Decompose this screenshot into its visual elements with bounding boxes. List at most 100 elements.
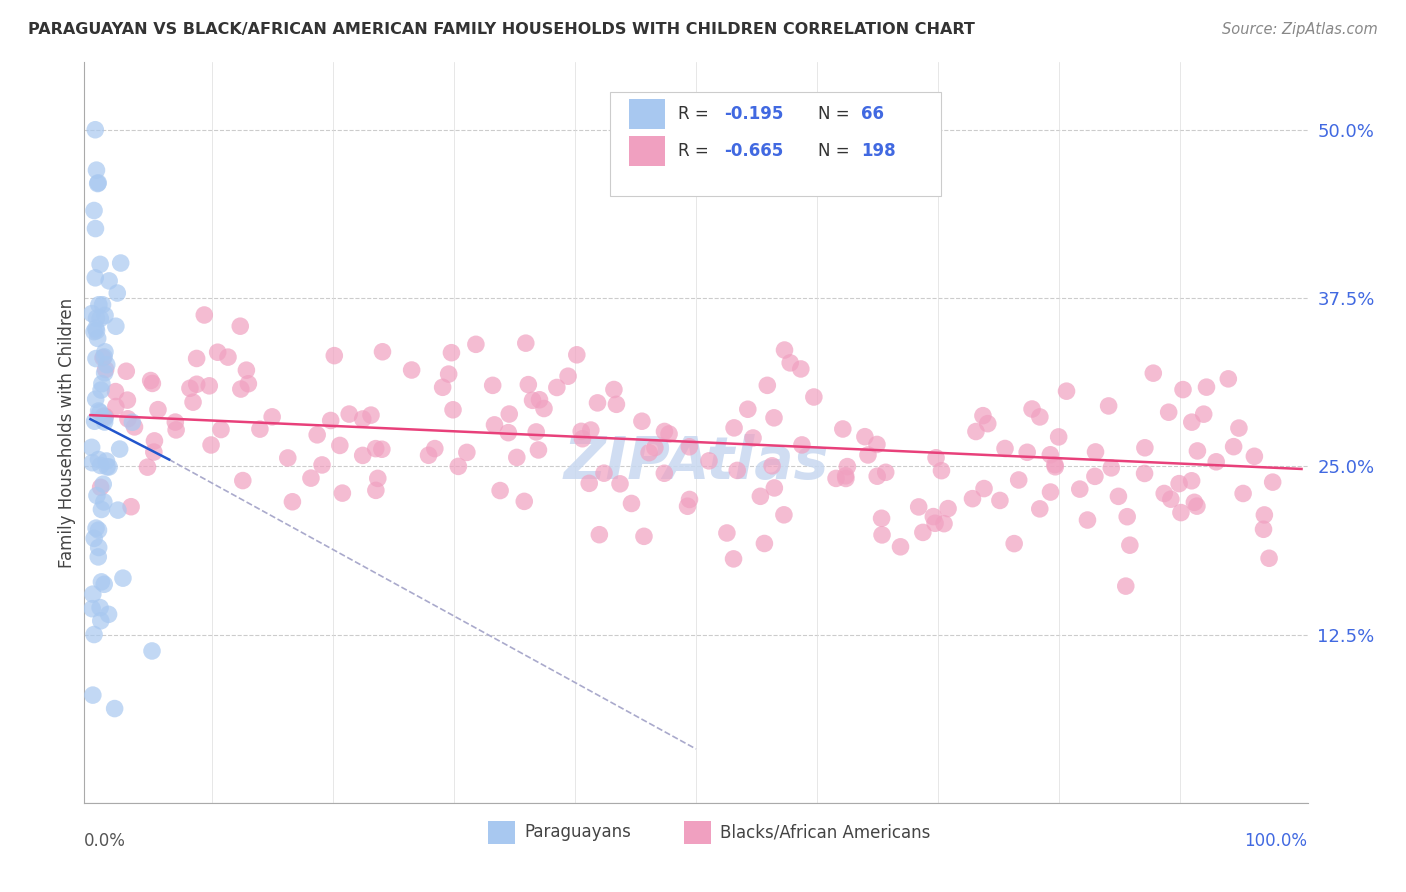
Point	[94, 409, 117, 424]
Point	[141, 376, 163, 391]
Point	[723, 552, 745, 566]
Point	[97, 607, 120, 622]
Point	[756, 378, 779, 392]
Point	[911, 525, 934, 540]
Point	[323, 349, 346, 363]
Point	[762, 410, 785, 425]
Text: Blacks/African Americans: Blacks/African Americans	[720, 823, 931, 841]
Point	[181, 395, 204, 409]
Text: 0.0%: 0.0%	[84, 832, 127, 850]
Text: 66: 66	[860, 105, 884, 123]
Point	[299, 471, 322, 485]
Point	[853, 430, 876, 444]
Point	[1227, 421, 1250, 435]
Text: R =: R =	[678, 143, 714, 161]
Point	[586, 396, 609, 410]
Point	[1002, 536, 1025, 550]
Point	[90, 574, 112, 589]
Point	[593, 466, 616, 480]
Point	[83, 203, 105, 218]
Point	[96, 358, 118, 372]
Point	[633, 529, 655, 543]
Point	[790, 438, 813, 452]
Point	[136, 460, 159, 475]
Point	[716, 526, 738, 541]
Point	[432, 380, 454, 394]
Point	[831, 422, 853, 436]
Point	[146, 402, 169, 417]
Point	[86, 331, 108, 345]
Point	[89, 257, 111, 271]
Point	[1181, 415, 1204, 429]
Text: ZIPAtlas: ZIPAtlas	[564, 434, 828, 491]
Point	[1170, 506, 1192, 520]
Point	[86, 311, 108, 326]
FancyBboxPatch shape	[610, 92, 941, 195]
Point	[557, 369, 579, 384]
Point	[973, 482, 995, 496]
Point	[94, 362, 117, 376]
Point	[1205, 455, 1227, 469]
Text: 100.0%: 100.0%	[1244, 832, 1308, 850]
Point	[522, 393, 544, 408]
Point	[1084, 445, 1107, 459]
Point	[249, 422, 271, 436]
Point	[578, 476, 600, 491]
Point	[141, 644, 163, 658]
Point	[1153, 486, 1175, 500]
Point	[93, 415, 115, 429]
Point	[481, 378, 503, 392]
Point	[441, 402, 464, 417]
Point	[84, 221, 107, 235]
Point	[82, 456, 104, 470]
Point	[83, 627, 105, 641]
Point	[1076, 513, 1098, 527]
Point	[87, 452, 110, 467]
Point	[1043, 458, 1066, 472]
Point	[515, 336, 537, 351]
Point	[605, 397, 627, 411]
Point	[360, 408, 382, 422]
Point	[104, 701, 127, 715]
Point	[117, 393, 139, 408]
Point	[579, 423, 602, 437]
Point	[90, 458, 112, 473]
Point	[418, 448, 440, 462]
Point	[179, 381, 201, 395]
Point	[307, 427, 329, 442]
Point	[1168, 476, 1191, 491]
Point	[165, 415, 187, 429]
Point	[83, 532, 105, 546]
Point	[437, 367, 460, 381]
Point	[115, 364, 138, 378]
Point	[620, 496, 643, 510]
Point	[104, 319, 127, 334]
Point	[93, 577, 115, 591]
Point	[111, 571, 134, 585]
Point	[235, 363, 257, 377]
Point	[1039, 485, 1062, 500]
Point	[1192, 407, 1215, 421]
Point	[723, 421, 745, 435]
Point	[1171, 383, 1194, 397]
Point	[87, 298, 110, 312]
Point	[889, 540, 911, 554]
Point	[1222, 440, 1244, 454]
Point	[609, 476, 631, 491]
Point	[835, 471, 858, 485]
Point	[332, 486, 354, 500]
Point	[834, 468, 856, 483]
Point	[86, 163, 108, 178]
Point	[80, 440, 103, 454]
Point	[117, 412, 139, 426]
Point	[337, 407, 360, 421]
Point	[517, 377, 540, 392]
Point	[165, 423, 187, 437]
Point	[440, 345, 463, 359]
Point	[498, 425, 520, 440]
Point	[364, 483, 387, 498]
Point	[98, 274, 121, 288]
Point	[737, 402, 759, 417]
Point	[87, 176, 110, 190]
Point	[87, 523, 110, 537]
